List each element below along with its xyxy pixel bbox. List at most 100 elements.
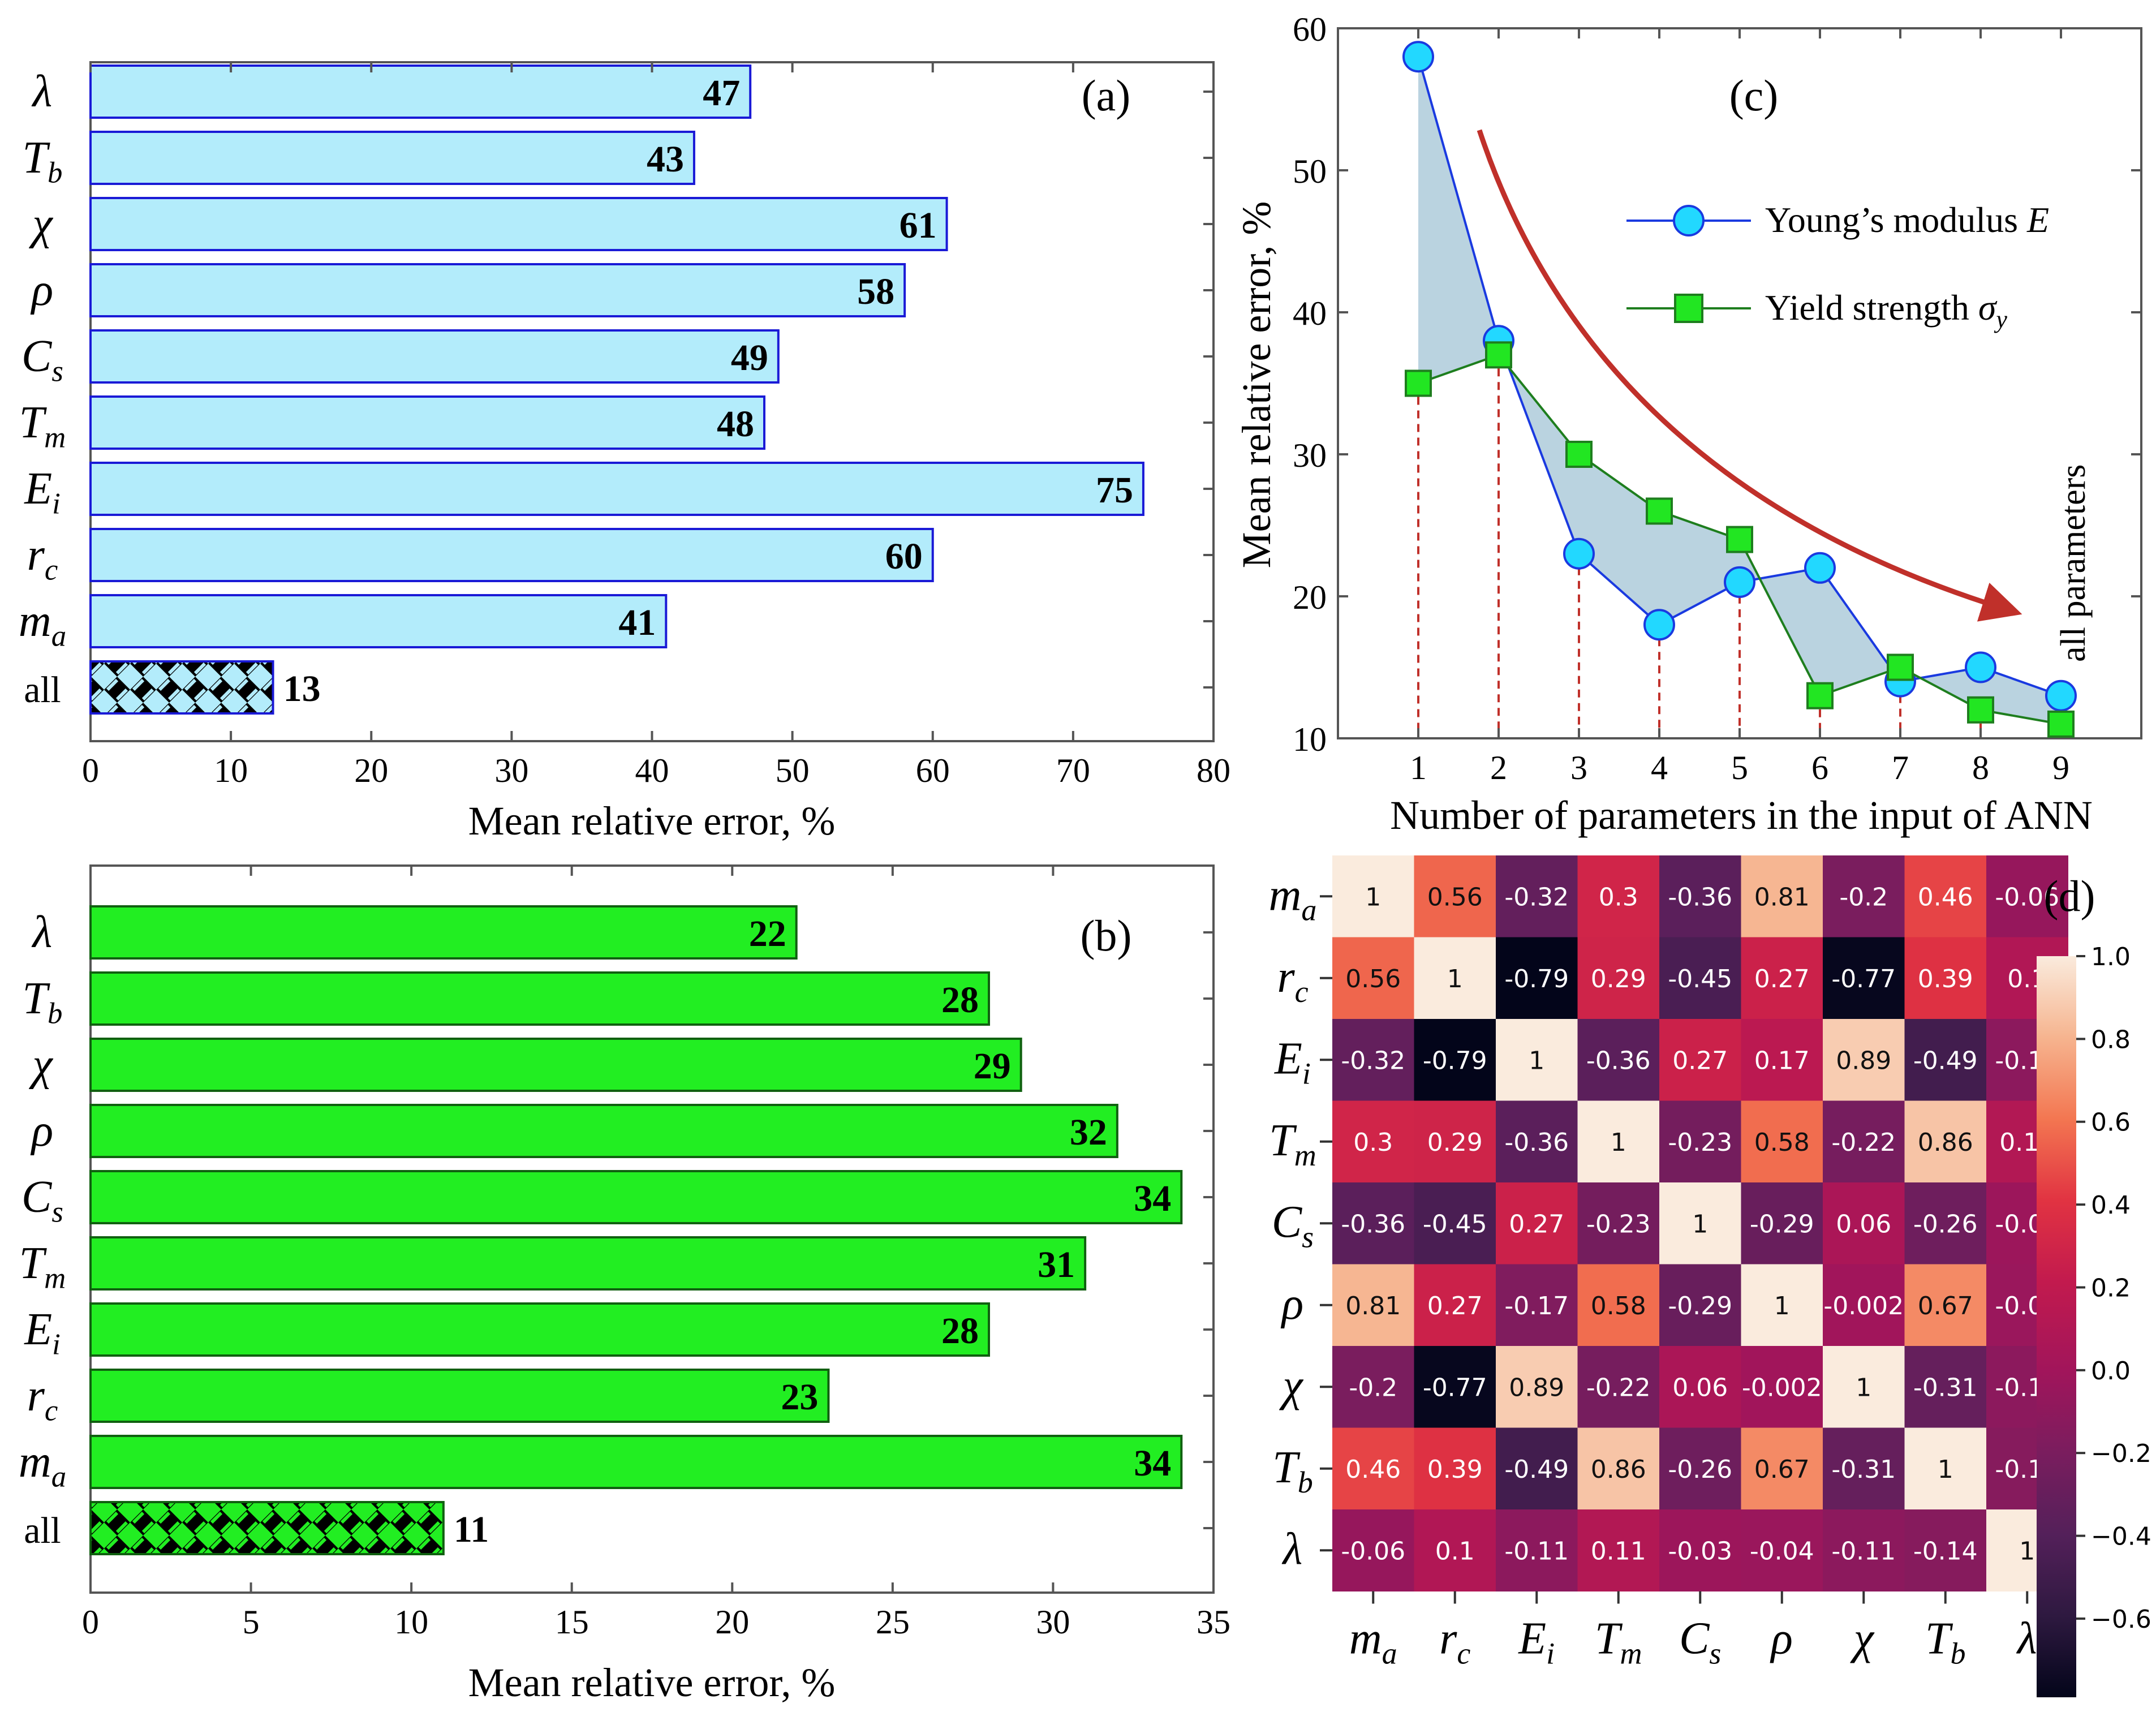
heatmap-cell-label: -0.04	[1750, 1537, 1814, 1565]
panel-c-plot: 10 20 30 40 50 60 1 2 3 4 5 6 7 8 9	[1293, 11, 2141, 786]
col-label-main: ρ	[1770, 1614, 1793, 1664]
panel-a-label: (a)	[1082, 71, 1131, 120]
category-label-Tb-sub: b	[48, 997, 62, 1030]
heatmap-cell-label: 1	[1692, 1210, 1708, 1238]
bar-value-Ei: 75	[1096, 470, 1133, 511]
bar-value-ρ: 32	[1070, 1112, 1107, 1153]
row-label-ρ: ρ	[1280, 1279, 1303, 1329]
category-label-Ei-main: E	[24, 1305, 52, 1354]
heatmap-cell-label: -0.49	[1504, 1455, 1569, 1484]
bar-Tm	[89, 395, 765, 450]
category-label-λ-main: λ	[32, 907, 53, 957]
point-E-6	[1804, 552, 1836, 584]
heatmap-cell	[1823, 855, 1905, 937]
heatmap-cell-label: 0.46	[1345, 1455, 1401, 1484]
row-label-main: T	[1272, 1443, 1301, 1492]
bar-value-Tb: 28	[941, 979, 979, 1021]
heatmap-cell-label: -0.17	[1504, 1292, 1569, 1320]
row-label-Ei: Ei	[1274, 1034, 1311, 1090]
heatmap-cell-label: 0.06	[1836, 1210, 1891, 1238]
xtick-label-20: 20	[354, 752, 388, 789]
legend-text-E: Young’s modulus E	[1765, 200, 2049, 240]
bar-ma	[89, 1435, 1183, 1489]
category-label-Tb-sub: b	[48, 157, 62, 190]
category-label-ρ-main: ρ	[30, 265, 53, 315]
category-label-ρ-main: ρ	[30, 1106, 53, 1156]
row-label-sub: a	[1301, 893, 1316, 927]
bar-value-rc: 60	[885, 536, 923, 577]
heatmap-cell	[1741, 1264, 1823, 1347]
category-label-Cs-main: C	[21, 1172, 53, 1222]
xtick-label-70: 70	[1056, 752, 1090, 789]
heatmap-cell	[1823, 1346, 1905, 1428]
category-label-all: all	[24, 670, 61, 711]
point-sigma-3	[1565, 441, 1593, 468]
category-label-Cs: Cs	[21, 332, 63, 388]
heatmap-cell-label: -0.23	[1586, 1210, 1651, 1238]
colorbar-tick-label: 1.0	[2091, 943, 2131, 971]
category-label-Ei-main: E	[24, 464, 52, 514]
heatmap-cell-label: 0.06	[1672, 1373, 1728, 1402]
heatmap-cell-label: -0.36	[1504, 1128, 1569, 1157]
heatmap-cell-label: 0.81	[1754, 883, 1810, 911]
heatmap-cell-label: -0.06	[1341, 1537, 1405, 1565]
heatmap-cell	[1332, 1264, 1414, 1347]
category-label-ma-sub: a	[51, 1461, 66, 1494]
heatmap-cell	[1414, 1264, 1496, 1347]
heatmap-cell-label: -0.29	[1750, 1210, 1814, 1238]
colorbar-tick-label: 0.6	[2091, 1108, 2131, 1137]
heatmap-cell-label: 1	[1611, 1128, 1626, 1157]
legend-text-sigma: Yield strength σy	[1765, 287, 2007, 333]
point-E-1	[1402, 41, 1434, 73]
col-label-main: χ	[1850, 1614, 1875, 1664]
heatmap-cell	[1823, 1427, 1905, 1510]
heatmap-cell	[1986, 855, 2068, 937]
col-label-main: T	[1925, 1614, 1953, 1664]
row-label-Tm: Tm	[1269, 1116, 1316, 1172]
category-label-Tm: Tm	[19, 1238, 66, 1295]
point-sigma-6	[1806, 682, 1834, 709]
heatmap-cell-label: -0.36	[1341, 1210, 1405, 1238]
col-label-sub: m	[1620, 1637, 1642, 1671]
heatmap-cell-label: 0.67	[1754, 1455, 1810, 1484]
xtick-label-15: 15	[555, 1603, 589, 1641]
col-label-sub: b	[1951, 1637, 1966, 1671]
colorbar-tick-label: −0.2	[2091, 1439, 2151, 1468]
col-label-sub: c	[1457, 1637, 1470, 1671]
heatmap-cell-label: -0.2	[1349, 1373, 1397, 1402]
category-label-χ: χ	[28, 199, 53, 249]
col-label-main: m	[1349, 1614, 1382, 1664]
heatmap-cell-label: 0.27	[1754, 965, 1810, 993]
heatmap-cell-label: -0.45	[1423, 1210, 1487, 1238]
heatmap-cell-label: -0.11	[1831, 1537, 1896, 1565]
heatmap-cell	[1904, 855, 1987, 937]
heatmap-cell-label: -0.2	[1839, 883, 1888, 911]
legend-marker-sigma	[1674, 294, 1703, 323]
heatmap-cell	[1577, 1100, 1660, 1183]
point-sigma-4	[1646, 497, 1673, 525]
heatmap-cell-label: -0.79	[1504, 965, 1569, 993]
panel-b-label: (b)	[1081, 911, 1132, 960]
bar-value-Tb: 43	[647, 139, 684, 180]
heatmap-cell	[1577, 855, 1660, 937]
point-sigma-8	[1967, 696, 1994, 724]
heatmap-cell	[1414, 1346, 1496, 1428]
xtick-label-20: 20	[715, 1603, 749, 1641]
heatmap-cell-label: -0.002	[1742, 1373, 1822, 1402]
panel-c-legend: Young’s modulus E Yield strength σy	[1626, 200, 2049, 333]
heatmap-cell	[1823, 1509, 1905, 1591]
heatmap-cell-label: -0.31	[1831, 1455, 1896, 1484]
bar-λ	[89, 64, 752, 119]
category-label-Ei-sub: i	[52, 488, 61, 521]
bar-rc	[89, 528, 934, 582]
heatmap-cell	[1414, 1182, 1496, 1264]
heatmap-cell	[1823, 1100, 1905, 1183]
point-sigma-2	[1485, 341, 1512, 369]
bar-ρ	[89, 1104, 1118, 1158]
bar-value-Cs: 49	[731, 337, 768, 378]
panel-c-ylabel: Mean relative error, %	[1234, 201, 1279, 569]
heatmap-cell	[1823, 1019, 1905, 1101]
heatmap-cell	[1659, 1264, 1741, 1347]
col-label-main: T	[1595, 1614, 1623, 1664]
heatmap-cell-label: 1	[1856, 1373, 1871, 1402]
